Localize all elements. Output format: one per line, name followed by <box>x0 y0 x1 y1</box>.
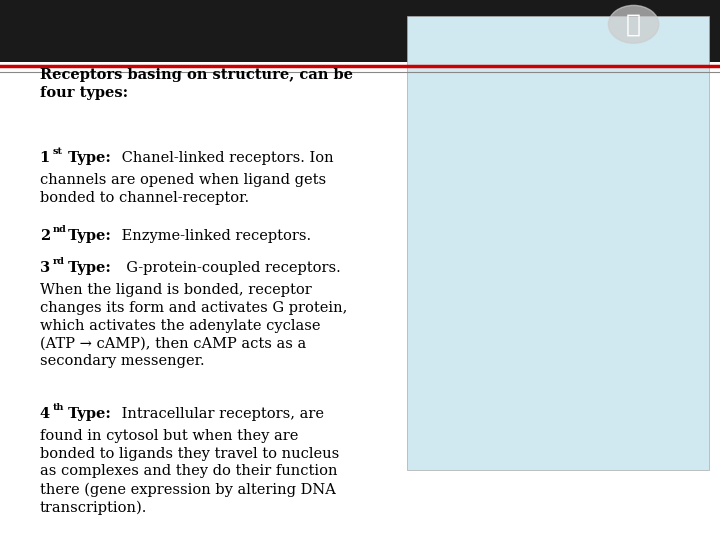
Text: Type:: Type: <box>63 229 111 243</box>
Text: th: th <box>53 403 64 412</box>
Text: 3: 3 <box>40 261 50 275</box>
Text: nd: nd <box>53 225 66 234</box>
Text: When the ligand is bonded, receptor
changes its form and activates G protein,
wh: When the ligand is bonded, receptor chan… <box>40 283 347 368</box>
Text: Chanel-linked receptors. Ion: Chanel-linked receptors. Ion <box>117 151 334 165</box>
Text: Intracellular receptors, are: Intracellular receptors, are <box>117 407 324 421</box>
Text: found in cytosol but when they are
bonded to ligands they travel to nucleus
as c: found in cytosol but when they are bonde… <box>40 429 339 515</box>
Text: 1: 1 <box>40 151 50 165</box>
Text: 4: 4 <box>40 407 50 421</box>
FancyBboxPatch shape <box>0 0 720 62</box>
Text: 2: 2 <box>40 229 50 243</box>
FancyBboxPatch shape <box>407 16 709 470</box>
Text: Type:: Type: <box>63 261 111 275</box>
Circle shape <box>608 5 659 43</box>
Text: 🧬: 🧬 <box>626 12 641 36</box>
Text: Type:: Type: <box>63 151 111 165</box>
Text: Enzyme-linked receptors.: Enzyme-linked receptors. <box>117 229 312 243</box>
Text: st: st <box>53 147 63 156</box>
Text: Type:: Type: <box>63 407 111 421</box>
Text: G-protein-coupled receptors.: G-protein-coupled receptors. <box>117 261 341 275</box>
Text: rd: rd <box>53 257 65 266</box>
Text: channels are opened when ligand gets
bonded to channel-receptor.: channels are opened when ligand gets bon… <box>40 173 325 205</box>
Text: Receptors basing on structure, can be
four types:: Receptors basing on structure, can be fo… <box>40 68 353 100</box>
